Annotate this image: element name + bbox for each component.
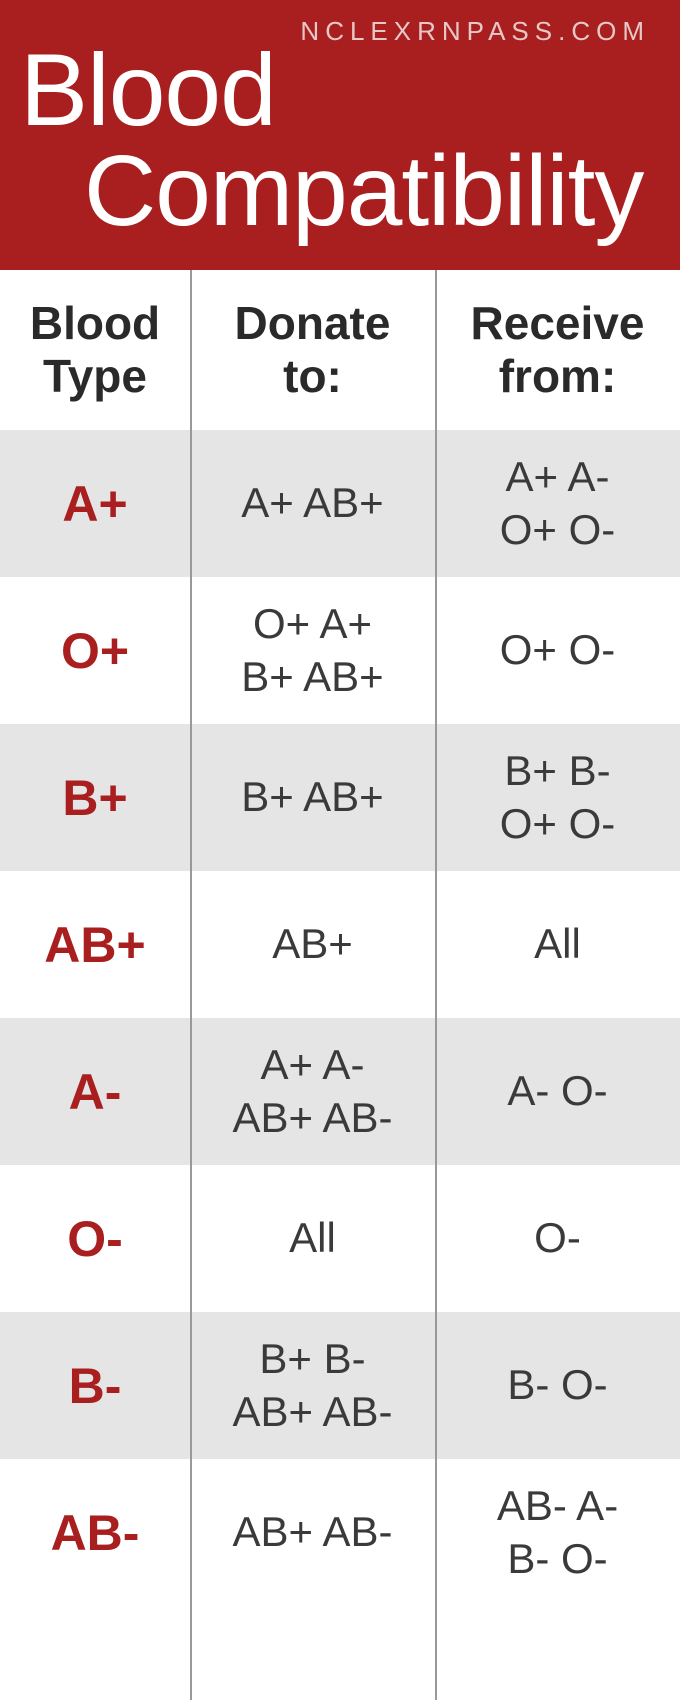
table-row: O- All O- — [0, 1165, 680, 1312]
receive-from-value: B- O- — [507, 1359, 607, 1412]
receive-from-value: A+ A- O+ O- — [500, 451, 616, 556]
table-row: A+ A+ AB+ A+ A- O+ O- — [0, 430, 680, 577]
table-row: AB- AB+ AB- AB- A- B- O- — [0, 1459, 680, 1606]
blood-type-label: O- — [67, 1210, 123, 1268]
receive-from-value: B+ B- O+ O- — [500, 745, 616, 850]
table-row: B+ B+ AB+ B+ B- O+ O- — [0, 724, 680, 871]
donate-to-value: A+ A- AB+ AB- — [233, 1039, 393, 1144]
blood-type-label: AB- — [51, 1504, 140, 1562]
receive-from-value: A- O- — [507, 1065, 607, 1118]
donate-to-value: B+ AB+ — [241, 771, 383, 824]
donate-to-value: AB+ — [272, 918, 353, 971]
receive-from-value: All — [534, 918, 581, 971]
table-row: A- A+ A- AB+ AB- A- O- — [0, 1018, 680, 1165]
receive-from-value: AB- A- B- O- — [497, 1480, 618, 1585]
compatibility-table: Blood Type Donate to: Receive from: A+A+… — [0, 270, 680, 1700]
table-row: AB+ AB+ All — [0, 871, 680, 1018]
table-row: O+ O+ A+ B+ AB+ O+ O- — [0, 577, 680, 724]
blood-type-label: B- — [69, 1357, 122, 1415]
blood-type-label: O+ — [61, 622, 129, 680]
blood-type-label: A- — [69, 1063, 122, 1121]
title-line-1: Blood — [20, 39, 660, 141]
donate-to-value: All — [289, 1212, 336, 1265]
column-divider — [435, 270, 437, 1700]
table-row: B- B+ B- AB+ AB- B- O- — [0, 1312, 680, 1459]
title-line-2: Compatibility — [20, 141, 660, 241]
table-header-row: Blood Type Donate to: Receive from: — [0, 270, 680, 430]
col-header-type: Blood Type — [30, 297, 160, 403]
column-divider — [190, 270, 192, 1700]
col-header-receive: Receive from: — [471, 297, 645, 403]
donate-to-value: B+ B- AB+ AB- — [233, 1333, 393, 1438]
receive-from-value: O+ O- — [500, 624, 616, 677]
header: NCLEXRNPASS.COM Blood Compatibility — [0, 0, 680, 270]
col-header-donate: Donate to: — [235, 297, 391, 403]
donate-to-value: A+ AB+ — [241, 477, 383, 530]
donate-to-value: O+ A+ B+ AB+ — [241, 598, 383, 703]
blood-type-label: A+ — [62, 475, 127, 533]
donate-to-value: AB+ AB- — [233, 1506, 393, 1559]
blood-type-label: AB+ — [44, 916, 145, 974]
blood-type-label: B+ — [62, 769, 127, 827]
receive-from-value: O- — [534, 1212, 581, 1265]
